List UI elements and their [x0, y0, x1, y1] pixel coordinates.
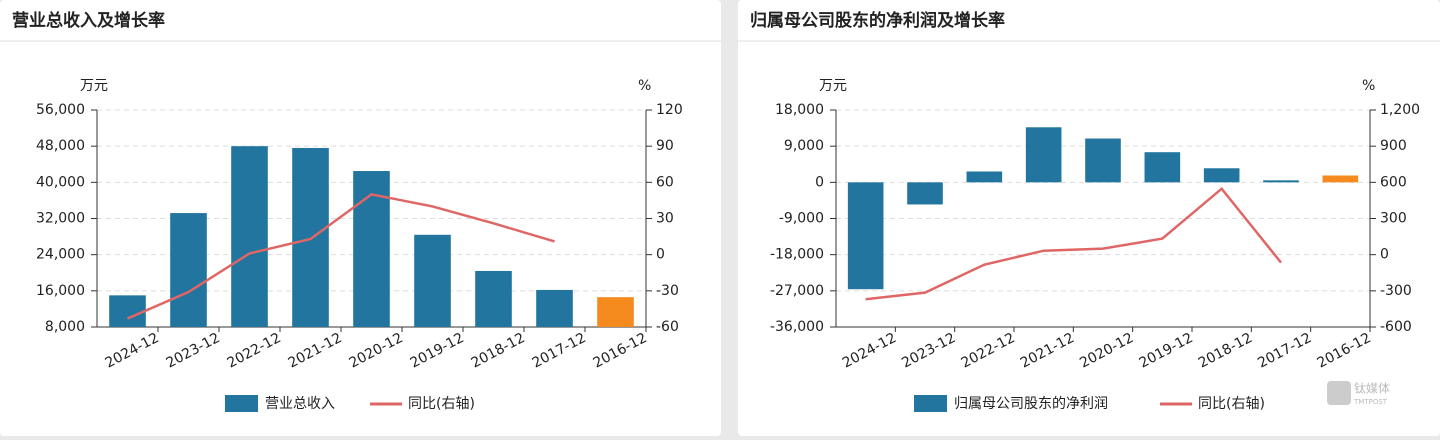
y-tick-label: 56,000	[36, 102, 85, 118]
y2-tick-label: 1,200	[1380, 102, 1420, 118]
y2-tick-label: 0	[1380, 247, 1389, 263]
y2-tick-label: -300	[1380, 283, 1412, 299]
y2-tick-label: 900	[1380, 138, 1407, 154]
bar	[170, 213, 207, 327]
legend-swatch	[914, 395, 947, 412]
y2-tick-label: -60	[656, 319, 679, 335]
bar	[1263, 180, 1299, 183]
line	[127, 193, 555, 320]
y-unit: 万元	[819, 78, 847, 94]
bar	[414, 234, 451, 327]
y2-tick-label: 600	[1380, 174, 1407, 190]
bar	[966, 171, 1003, 183]
y2-tick-label: 30	[656, 211, 674, 227]
line	[865, 186, 1282, 301]
watermark-icon	[1327, 381, 1351, 405]
y2-tick-label: -30	[656, 283, 679, 299]
bar	[536, 289, 573, 327]
bar	[475, 270, 512, 327]
y-tick-label: 24,000	[36, 247, 85, 263]
y2-unit: %	[1362, 78, 1375, 94]
y-unit: 万元	[80, 78, 108, 94]
legend-swatch	[225, 395, 258, 412]
y-tick-label: -18,000	[770, 247, 824, 263]
legend-label: 同比(右轴)	[408, 396, 475, 412]
y-tick-label: 16,000	[36, 283, 85, 299]
bar	[1085, 138, 1121, 183]
bar	[1322, 175, 1359, 183]
y2-tick-label: -600	[1380, 319, 1412, 335]
watermark: 钛媒体	[1354, 381, 1390, 396]
bar	[109, 295, 146, 327]
y2-tick-label: 60	[656, 174, 674, 190]
y2-tick-label: 120	[656, 102, 683, 118]
bar	[597, 297, 634, 327]
bar	[1203, 168, 1240, 183]
y2-unit: %	[638, 78, 651, 94]
bar	[231, 146, 268, 327]
y-tick-label: 40,000	[36, 174, 85, 190]
watermark: TMTPOST	[1353, 398, 1388, 406]
y-tick-label: 9,000	[784, 138, 824, 154]
y-tick-label: -27,000	[770, 283, 824, 299]
y-tick-label: 48,000	[36, 138, 85, 154]
chart-title: 营业总收入及增长率	[12, 10, 165, 31]
y2-tick-label: 0	[656, 247, 665, 263]
legend-label: 归属母公司股东的净利润	[954, 395, 1108, 412]
y-tick-label: -36,000	[770, 319, 824, 335]
legend-label: 营业总收入	[265, 396, 335, 412]
y-tick-label: 32,000	[36, 211, 85, 227]
chart-title: 归属母公司股东的净利润及增长率	[750, 10, 1005, 31]
y2-tick-label: 300	[1380, 211, 1407, 227]
y-tick-label: 8,000	[45, 319, 85, 335]
y-tick-label: 0	[815, 174, 824, 190]
y-tick-label: 18,000	[775, 102, 824, 118]
y-tick-label: -9,000	[779, 211, 824, 227]
bar	[847, 182, 884, 290]
bar	[907, 182, 943, 205]
legend-label: 同比(右轴)	[1198, 396, 1265, 412]
y2-tick-label: 90	[656, 138, 674, 154]
bar	[1144, 152, 1181, 183]
bar	[1025, 127, 1062, 183]
